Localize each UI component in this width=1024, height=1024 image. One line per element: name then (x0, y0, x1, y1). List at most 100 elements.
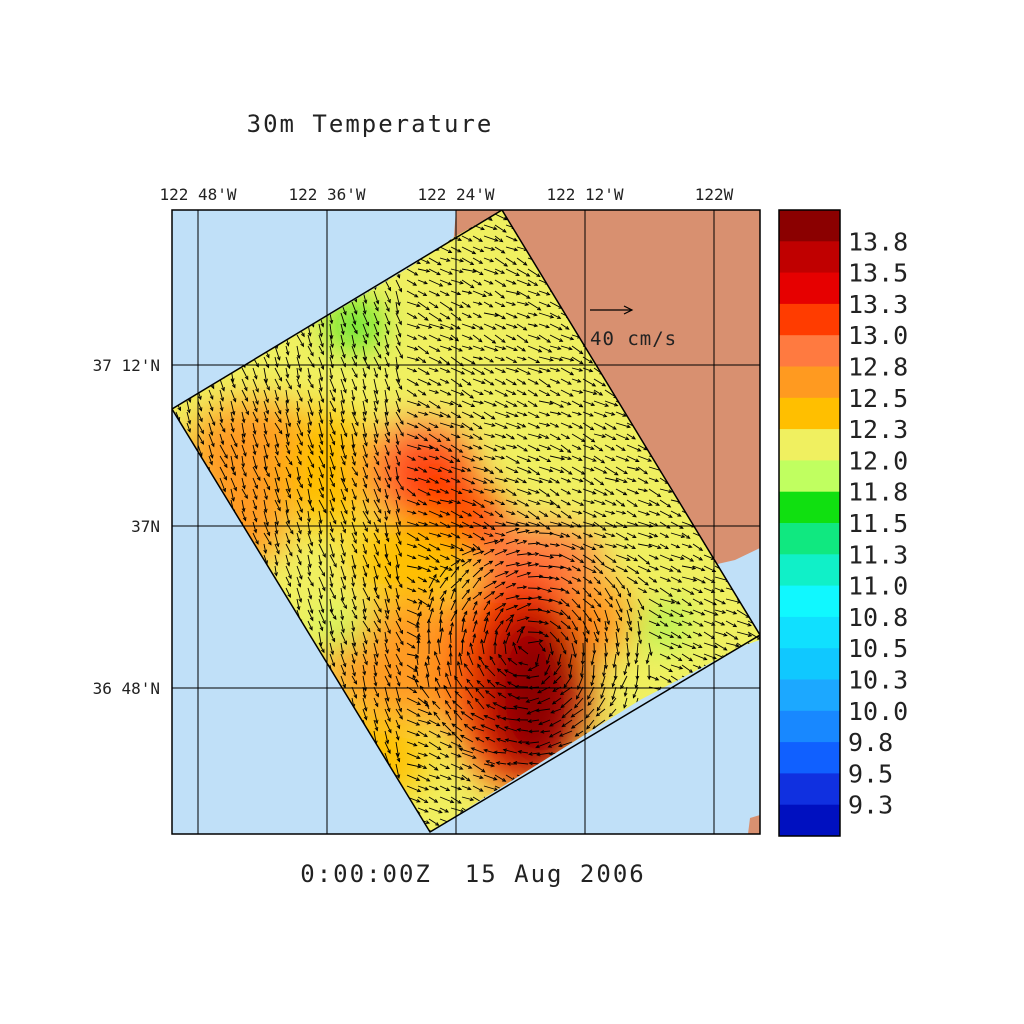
velocity-arrowhead (549, 314, 555, 319)
velocity-arrowhead (559, 534, 565, 538)
velocity-arrow (428, 422, 439, 428)
velocity-arrow (626, 587, 631, 597)
velocity-arrow (285, 543, 293, 556)
velocity-arrow (494, 631, 498, 644)
velocity-arrow (362, 686, 366, 699)
velocity-arrow (329, 620, 333, 634)
velocity-arrowhead (479, 391, 484, 395)
velocity-arrow (505, 422, 521, 429)
velocity-arrowhead (579, 350, 584, 355)
velocity-arrow (263, 521, 270, 536)
velocity-arrowhead (632, 534, 637, 538)
velocity-arrowhead (428, 324, 433, 329)
velocity-arrowhead (395, 365, 400, 370)
velocity-arrowhead (472, 633, 477, 638)
velocity-arrow (362, 543, 367, 554)
velocity-arrowhead (418, 611, 422, 616)
velocity-arrow (538, 444, 551, 450)
velocity-arrow (450, 334, 459, 342)
velocity-arrowhead (416, 260, 422, 265)
velocity-arrowhead (242, 433, 246, 438)
velocity-arrow (593, 466, 607, 474)
velocity-arrow (494, 608, 504, 622)
velocity-arrow (340, 521, 346, 533)
velocity-arrowhead (515, 594, 520, 599)
velocity-arrowhead (374, 575, 379, 580)
velocity-arrow (362, 565, 367, 577)
velocity-arrowhead (331, 482, 335, 488)
velocity-arrow (406, 488, 416, 497)
velocity-arrow (417, 411, 428, 416)
velocity-arrowhead (417, 764, 422, 769)
velocity-arrowhead (384, 553, 389, 559)
velocity-arrowhead (591, 546, 597, 550)
velocity-arrowhead (318, 539, 323, 544)
velocity-arrowhead (223, 463, 228, 469)
velocity-arrowhead (253, 407, 258, 413)
velocity-arrowhead (511, 583, 517, 587)
velocity-arrow (384, 422, 390, 436)
velocity-arrowhead (377, 354, 382, 359)
velocity-arrow (571, 488, 582, 493)
velocity-arrow (373, 488, 380, 503)
velocity-arrowhead (397, 521, 402, 526)
velocity-arrowhead (415, 501, 421, 506)
velocity-arrowhead (513, 604, 519, 609)
velocity-arrowhead (654, 588, 660, 593)
velocity-arrowhead (446, 660, 451, 666)
velocity-arrowhead (479, 775, 484, 780)
velocity-arrowhead (479, 271, 484, 276)
velocity-arrow (252, 499, 257, 510)
velocity-arrow (560, 532, 570, 538)
velocity-arrowhead (549, 357, 554, 362)
velocity-arrow (483, 279, 493, 285)
velocity-arrowhead (549, 401, 554, 406)
velocity-arrowhead (425, 404, 431, 408)
velocity-arrowhead (622, 413, 627, 417)
velocity-arrow (593, 609, 601, 622)
velocity-arrow (406, 268, 418, 276)
velocity-arrowhead (437, 382, 442, 386)
velocity-arrow (549, 532, 564, 538)
velocity-arrow (571, 422, 583, 429)
velocity-arrow (329, 411, 333, 424)
velocity-arrowhead (548, 564, 553, 569)
velocity-arrow (560, 565, 572, 571)
velocity-arrowhead (253, 529, 258, 534)
velocity-arrowhead (511, 336, 517, 341)
velocity-arrowhead (426, 479, 431, 483)
velocity-arrowhead (437, 533, 442, 538)
velocity-arrow (351, 510, 356, 522)
velocity-arrowhead (426, 618, 431, 624)
velocity-arrow (483, 455, 496, 460)
velocity-arrow (516, 521, 529, 526)
velocity-arrowhead (395, 736, 400, 741)
velocity-arrowhead (264, 837, 267, 840)
velocity-arrowhead (648, 523, 654, 528)
velocity-arrowhead (387, 574, 391, 579)
velocity-arrow (604, 631, 608, 643)
velocity-arrow (591, 675, 595, 686)
velocity-arrow (417, 600, 422, 611)
velocity-arrow (470, 712, 485, 721)
velocity-arrowhead (307, 563, 312, 569)
velocity-arrowhead (426, 547, 432, 552)
velocity-arrowhead (278, 840, 281, 844)
velocity-arrowhead (479, 400, 485, 405)
velocity-arrow (470, 643, 474, 655)
velocity-arrow (384, 279, 391, 291)
velocity-arrow (285, 367, 289, 378)
velocity-arrow (604, 543, 617, 548)
velocity-arrowhead (558, 600, 563, 605)
velocity-arrowhead (198, 407, 203, 412)
velocity-arrow (505, 257, 517, 265)
velocity-arrow (252, 444, 256, 455)
velocity-arrow (219, 433, 224, 445)
velocity-arrowhead (220, 397, 225, 402)
velocity-arrowhead (308, 421, 313, 427)
velocity-arrow (219, 378, 225, 391)
velocity-arrow (219, 477, 226, 492)
velocity-arrowhead (459, 280, 464, 285)
velocity-arrow (274, 378, 281, 390)
velocity-arrow (637, 620, 641, 635)
